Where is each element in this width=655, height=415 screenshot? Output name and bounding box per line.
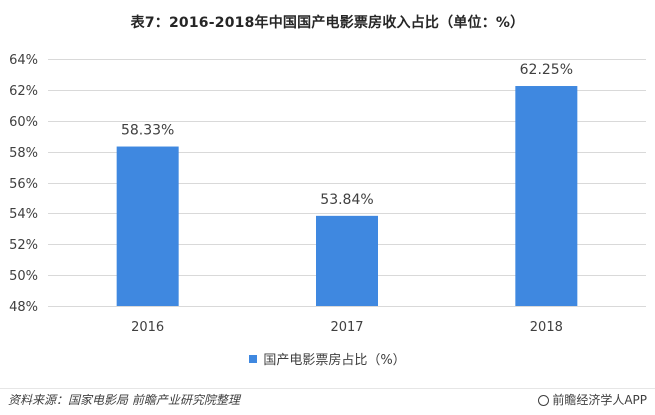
x-tick-label: 2017 — [330, 320, 363, 335]
bars — [116, 86, 578, 306]
y-tick-label: 60% — [9, 115, 38, 130]
copyright-icon — [538, 395, 550, 406]
x-tick-label: 2018 — [530, 320, 563, 335]
y-tick-label: 50% — [9, 269, 38, 284]
y-tick-label: 52% — [9, 238, 38, 253]
x-tick-label: 2016 — [131, 320, 164, 335]
bar — [515, 86, 578, 306]
data-label: 62.25% — [520, 62, 573, 78]
y-tick-label: 48% — [9, 300, 38, 315]
legend: 国产电影票房占比（%） — [0, 349, 655, 368]
data-labels: 58.33% 53.84% 62.25% — [121, 62, 573, 208]
y-axis-tick-labels: 48% 50% 52% 54% 56% 58% 60% 62% 64% — [9, 53, 38, 315]
y-tick-label: 58% — [9, 146, 38, 161]
brand-label: 前瞻经济学人APP — [552, 393, 647, 407]
bar-chart: 48% 50% 52% 54% 56% 58% 60% 62% 64% 58.33% 53.84%… — [9, 53, 646, 335]
source-note: 资料来源：国家电影局 前瞻产业研究院整理 — [8, 393, 240, 407]
y-tick-label: 54% — [9, 207, 38, 222]
data-label: 58.33% — [121, 123, 174, 139]
legend-swatch — [249, 355, 258, 363]
chart-title: 表7：2016-2018年中国国产电影票房收入占比（单位：%） — [130, 15, 525, 31]
y-tick-label: 62% — [9, 84, 38, 99]
data-label: 53.84% — [320, 192, 373, 208]
y-tick-label: 64% — [9, 53, 38, 68]
footer: 资料来源：国家电影局 前瞻产业研究院整理 前瞻经济学人APP — [0, 388, 655, 415]
bar — [116, 146, 179, 306]
brand: 前瞻经济学人APP — [538, 391, 647, 408]
x-axis-tick-labels: 2016 2017 2018 — [131, 320, 563, 335]
y-tick-label: 56% — [9, 177, 38, 192]
bar — [316, 215, 378, 306]
legend-label: 国产电影票房占比（%） — [263, 353, 406, 368]
